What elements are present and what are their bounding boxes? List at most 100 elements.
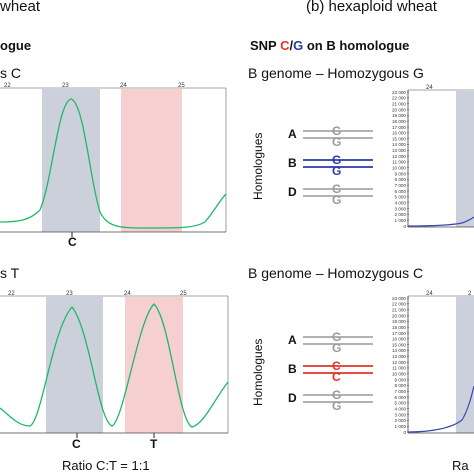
x-tick-24: 24 — [426, 291, 433, 297]
row1-peak-label-c: C — [68, 235, 77, 249]
y-tick-label: 8 000 — [395, 383, 407, 388]
y-tick-label: 3 000 — [395, 412, 407, 417]
band-c — [456, 297, 474, 433]
tick-24: 24 — [124, 291, 131, 297]
y-tick-label: 15 000 — [392, 136, 406, 141]
band-t — [121, 89, 182, 232]
panel-b-row1-title: B genome – Homozygous G — [248, 65, 424, 81]
y-tick-label: 20 000 — [392, 313, 406, 318]
subtitle-c: C — [280, 38, 290, 53]
y-tick-label: 11 000 — [392, 160, 406, 165]
snp-letter: G — [332, 124, 341, 138]
y-tick-label: 21 000 — [392, 308, 406, 313]
snp-letter: C — [332, 359, 341, 373]
y-tick-label: 21 000 — [392, 102, 406, 107]
x-tick-25-partial: 2 — [468, 291, 472, 297]
panel-b-subtitle: SNP C/G on B homologue — [250, 38, 409, 53]
panel-a-subtitle: ogue — [0, 38, 32, 53]
y-tick-label: 6 000 — [395, 189, 407, 194]
y-tick-label: 11 000 — [392, 366, 406, 371]
genome-b-label: B — [288, 156, 297, 170]
row2-peak-label-t: T — [150, 437, 158, 451]
y-tick-label: 1 000 — [395, 218, 407, 223]
homologues-axis-label: Homologues — [251, 339, 265, 406]
y-tick-label: 17 000 — [392, 331, 406, 336]
panel-a-title: wheat — [0, 0, 41, 15]
panel-b-bottom-fragment: Ra — [452, 458, 469, 473]
y-tick-label: 5 000 — [395, 401, 407, 406]
genome-a-label: A — [288, 333, 297, 347]
subtitle-g: G — [293, 38, 304, 53]
row1-homologue-diagram: Homologues A G G B G G D G G — [251, 124, 373, 207]
homologues-axis-label: Homologues — [251, 133, 265, 200]
tick-23: 23 — [62, 83, 69, 89]
snp-letter: G — [332, 399, 341, 413]
snp-letter: G — [332, 153, 341, 167]
y-tick-label: 12 000 — [392, 154, 406, 159]
subtitle-slash: / — [289, 38, 294, 53]
band-t — [125, 297, 183, 433]
snp-letter: G — [332, 388, 341, 402]
y-tick-label: 15 000 — [392, 342, 406, 347]
y-tick-label: 3 000 — [395, 206, 407, 211]
panel-a-row1-chromatogram: 22 23 24 25 — [0, 82, 232, 237]
y-tick-label: 9 000 — [395, 377, 407, 382]
genome-b-label: B — [288, 362, 297, 376]
y-tick-label: 0 — [403, 430, 406, 435]
panel-a-row2-label: s T — [0, 265, 20, 281]
trace-blue — [407, 216, 474, 227]
row2-peak-label-c: C — [72, 437, 81, 451]
band-c — [456, 91, 474, 227]
y-tick-label: 4 000 — [395, 201, 407, 206]
snp-letter: G — [332, 164, 341, 178]
y-tick-label: 7 000 — [395, 389, 407, 394]
y-tick-label: 16 000 — [392, 131, 406, 136]
tick-25: 25 — [180, 291, 187, 297]
tick-24: 24 — [120, 83, 127, 89]
y-tick-label: 9 000 — [395, 171, 407, 176]
trace-green — [0, 98, 227, 229]
y-tick-label: 2 000 — [395, 418, 407, 423]
snp-letter: G — [332, 341, 341, 355]
y-tick-label: 19 000 — [392, 113, 406, 118]
y-tick-label: 23 000 — [392, 296, 406, 301]
panel-a-row2-chromatogram: 22 23 24 25 — [0, 291, 229, 438]
y-tick-label: 22 000 — [392, 96, 406, 101]
snp-letter: C — [332, 370, 341, 384]
tick-22: 22 — [8, 291, 15, 297]
y-tick-label: 12 000 — [392, 360, 406, 365]
ratio-label: Ratio C:T = 1:1 — [62, 458, 150, 473]
y-tick-label: 13 000 — [392, 148, 406, 153]
y-tick-label: 14 000 — [392, 348, 406, 353]
x-tick-24: 24 — [426, 85, 433, 91]
trace-blue — [407, 385, 474, 433]
y-tick-label: 6 000 — [395, 395, 407, 400]
panel-b-row2-title: B genome – Homozygous C — [248, 265, 424, 281]
subtitle-suffix: on B homologue — [303, 38, 410, 53]
subtitle-prefix: SNP — [250, 38, 281, 53]
y-tick-label: 8 000 — [395, 177, 407, 182]
snp-letter: G — [332, 182, 341, 196]
trace-green — [0, 303, 229, 428]
y-tick-label: 18 000 — [392, 325, 406, 330]
y-tick-label: 17 000 — [392, 125, 406, 130]
y-tick-label: 22 000 — [392, 302, 406, 307]
tick-25: 25 — [178, 83, 185, 89]
snp-letter: G — [332, 135, 341, 149]
y-tick-label: 23 000 — [392, 90, 406, 95]
genome-d-label: D — [288, 391, 297, 405]
row2-homologue-diagram: Homologues A G G B C C D G G — [251, 330, 373, 413]
tick-22: 22 — [4, 83, 11, 89]
snp-letter: G — [332, 330, 341, 344]
y-tick-label: 14 000 — [392, 142, 406, 147]
genome-d-label: D — [288, 185, 297, 199]
y-tick-label: 5 000 — [395, 195, 407, 200]
y-tick-label: 13 000 — [392, 354, 406, 359]
snp-letter: G — [332, 193, 341, 207]
y-tick-label: 19 000 — [392, 319, 406, 324]
band-c — [46, 297, 103, 433]
panel-a-row1-label: s C — [0, 65, 21, 81]
y-tick-label: 10 000 — [392, 166, 406, 171]
